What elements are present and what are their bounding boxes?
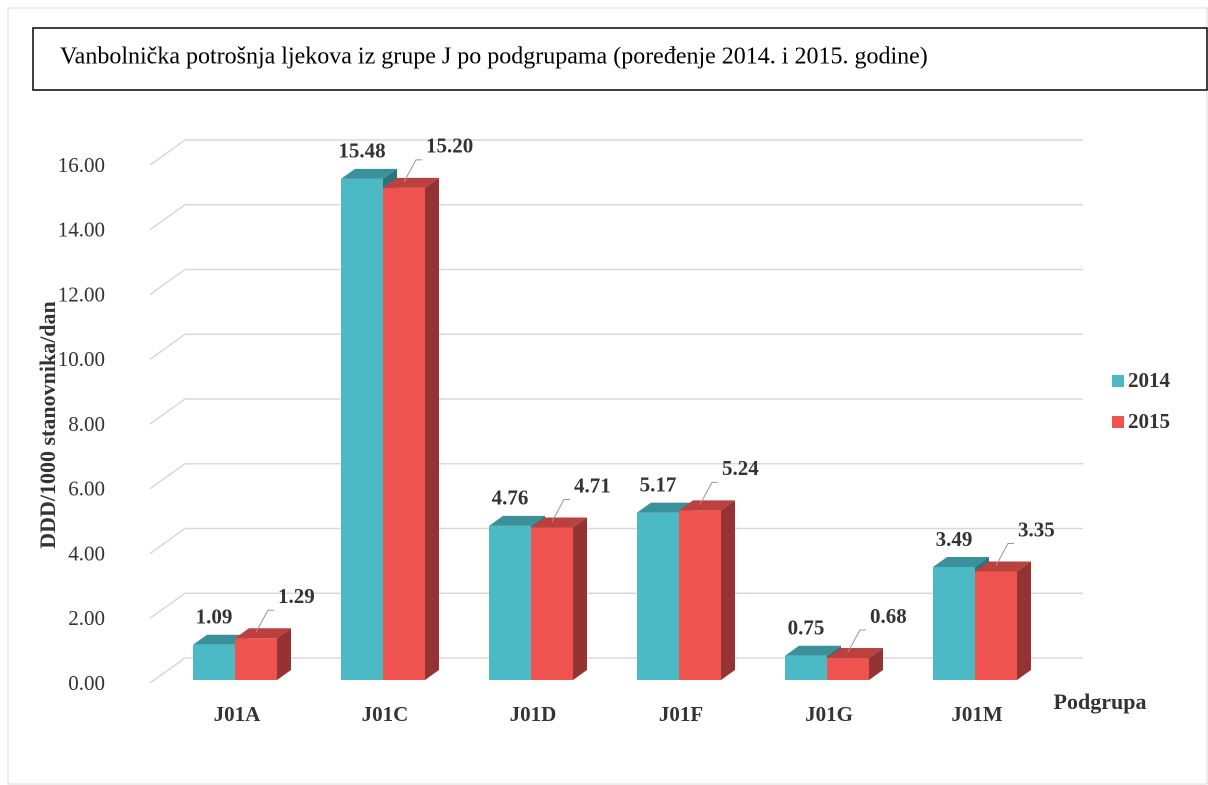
grid-line [149,657,1083,684]
x-tick-label: J01M [951,702,1003,726]
bar-front [827,657,869,680]
chart-title: Vanbolnička potrošnja ljekova iz grupe J… [60,44,928,70]
bar-front [679,510,721,680]
y-tick-label: 16.00 [58,153,105,177]
bar-front [975,571,1017,680]
legend-swatch [1112,375,1124,387]
leader-line [551,499,570,522]
bar-top [383,177,439,188]
y-axis-title: DDD/1000 stanovnika/dan [35,301,60,549]
bar-top [679,500,735,511]
bar-top [531,517,587,528]
data-label: 5.17 [640,472,677,496]
bar [827,647,883,680]
leader-line [255,609,274,633]
x-tick-label: J01A [214,702,262,726]
bar-front [637,512,679,680]
data-label: 15.48 [338,139,385,163]
bar-front [489,525,531,680]
leader-line [699,481,718,505]
data-label: 1.09 [196,605,233,629]
bar [235,628,291,680]
grid-line [149,527,1083,555]
y-tick-label: 14.00 [58,218,105,242]
bar-top [637,502,693,513]
data-label: 4.71 [574,473,611,497]
data-label: 4.76 [492,486,529,510]
grid-line [149,463,1083,490]
chart-border [7,7,1208,785]
y-tick-label: 6.00 [68,477,105,501]
y-tick-label: 12.00 [58,282,105,306]
data-label: 3.35 [1018,517,1055,541]
bar-side [277,628,291,680]
leader-line [995,543,1014,566]
data-label: 0.75 [788,616,825,640]
bar-top [975,561,1031,572]
bar-top [827,647,883,658]
title-box [32,27,1208,91]
grid-line [149,268,1083,296]
data-label: 1.29 [278,584,315,608]
data-label: 15.20 [426,134,473,158]
bar-side [721,500,735,680]
y-tick-label: 2.00 [68,606,105,630]
bar-front [341,178,383,680]
data-label: 0.68 [870,604,907,628]
bar-side [425,177,439,680]
grid-line [149,398,1083,425]
bar [975,561,1031,680]
grid-line [149,204,1083,231]
bar-side [573,517,587,680]
bar-front [785,655,827,680]
bar-top [785,645,841,656]
bar [679,500,735,680]
x-tick-label: J01F [659,702,703,726]
bar-front [383,187,425,680]
bar [383,177,439,680]
bar-top [341,168,397,179]
y-tick-label: 10.00 [58,347,105,371]
bar-top [489,515,545,526]
bar [531,517,587,680]
y-tick-label: 0.00 [68,671,105,695]
grid-line [149,333,1083,360]
bar-front [531,527,573,680]
grid-line [149,139,1083,166]
bar-front [193,644,235,680]
data-label: 3.49 [936,527,973,551]
y-tick-label: 4.00 [68,541,105,565]
legend-swatch [1112,416,1124,428]
legend-label: 2015 [1128,409,1170,433]
y-tick-label: 8.00 [68,412,105,436]
bar-side [1017,561,1031,680]
x-axis-title: Podgrupa [1054,689,1147,714]
x-tick-label: J01G [805,702,853,726]
x-tick-label: J01C [362,702,409,726]
bar-top [235,628,291,639]
bar-top [933,557,989,568]
legend-label: 2014 [1128,368,1171,392]
grid-line [149,592,1083,619]
bar-front [235,638,277,680]
leader-line [403,159,422,183]
bar-front [933,567,975,680]
data-label: 5.24 [722,456,759,480]
x-tick-label: J01D [510,702,557,726]
leader-line [847,629,866,653]
bar-side [869,647,883,680]
